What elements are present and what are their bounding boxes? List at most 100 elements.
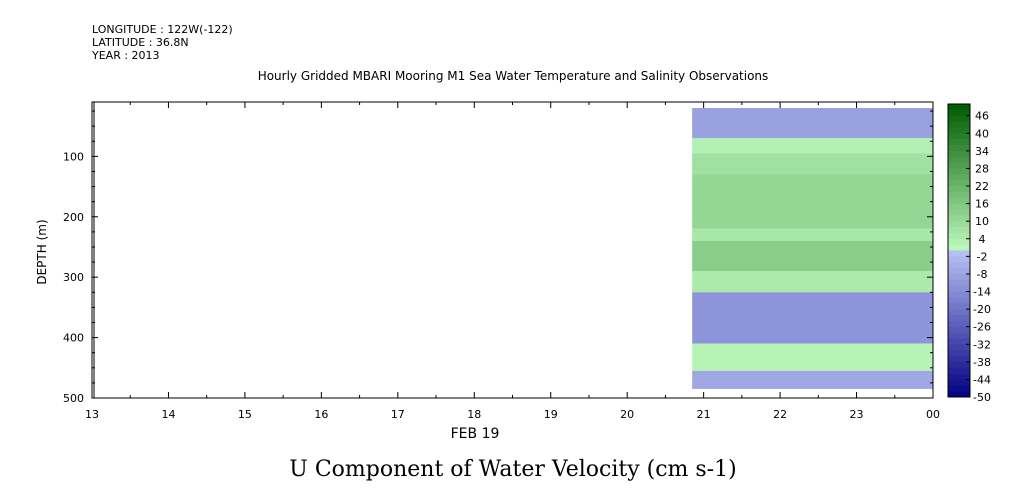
colorbar-swatch — [948, 373, 970, 380]
colorbar-swatch — [948, 156, 970, 163]
colorbar-swatch — [948, 238, 970, 245]
colorbar-label: -26 — [973, 321, 991, 334]
colorbar-swatch — [948, 145, 970, 152]
colorbar-label: -14 — [973, 286, 991, 299]
x-tick-label: 00 — [926, 408, 940, 421]
y-tick-label: 500 — [63, 392, 84, 405]
colorbar-swatch — [948, 221, 970, 228]
colorbar-swatch — [948, 361, 970, 368]
data-band-9 — [692, 370, 933, 389]
colorbar-swatch — [948, 268, 970, 275]
colorbar-swatch — [948, 297, 970, 304]
colorbar-swatch — [948, 215, 970, 222]
colorbar-label: -50 — [973, 391, 991, 404]
y-tick-label: 100 — [63, 150, 84, 163]
y-axis-label: DEPTH (m) — [35, 219, 49, 284]
x-tick-label: 19 — [544, 408, 558, 421]
y-tick-label: 200 — [63, 211, 84, 224]
colorbar-swatch — [948, 355, 970, 363]
colorbar-swatch — [948, 121, 970, 128]
data-band-6 — [692, 271, 933, 293]
x-tick-label: 23 — [850, 408, 864, 421]
x-axis-label: FEB 19 — [451, 426, 500, 442]
x-tick-label: 18 — [467, 408, 481, 421]
y-tick-label: 300 — [63, 271, 84, 284]
x-tick-label: 20 — [620, 408, 634, 421]
colorbar-label: 22 — [975, 180, 989, 193]
colorbar-swatch — [948, 174, 970, 181]
colorbar-swatch — [948, 314, 970, 322]
x-tick-label: 22 — [773, 408, 787, 421]
colorbar-swatch — [948, 332, 970, 339]
longitude-label: LONGITUDE : 122W(-122) — [92, 23, 233, 36]
colorbar-swatch — [948, 379, 970, 386]
colorbar-label: -8 — [977, 268, 988, 281]
x-tick-label: 15 — [238, 408, 252, 421]
chart-title: Hourly Gridded MBARI Mooring M1 Sea Wate… — [258, 69, 769, 83]
colorbar-swatch — [948, 338, 970, 345]
colorbar-swatch — [948, 367, 970, 374]
data-field — [692, 108, 933, 389]
year-label: YEAR : 2013 — [92, 49, 160, 62]
colorbar-swatch — [948, 139, 970, 146]
x-tick-label: 17 — [391, 408, 405, 421]
colorbar-swatch — [948, 262, 970, 269]
colorbar-swatch — [948, 203, 970, 210]
data-band-5 — [692, 240, 933, 272]
colorbar-label: -20 — [973, 303, 991, 316]
colorbar-label: -44 — [973, 373, 991, 386]
x-tick-label: 13 — [85, 408, 99, 421]
colorbar-swatch — [948, 244, 970, 251]
colorbar-swatch — [948, 279, 970, 286]
colorbar-swatch — [948, 326, 970, 333]
x-axis: 13 14 15 16 17 18 19 20 21 22 23 00 — [85, 102, 940, 421]
colorbar-swatch — [948, 309, 970, 316]
y-axis: 100 200 300 400 500 — [63, 110, 933, 405]
colorbar-swatch — [948, 115, 970, 122]
colorbar-swatch — [948, 320, 970, 327]
colorbar-swatch — [948, 109, 970, 117]
data-band-0 — [692, 108, 933, 139]
colorbar-swatch — [948, 104, 970, 111]
colorbar-label: -38 — [973, 356, 991, 369]
colorbar-swatch — [948, 291, 970, 298]
data-band-8 — [692, 343, 933, 371]
colorbar-frame — [947, 103, 971, 398]
colorbar-swatch — [948, 191, 970, 199]
colorbar-swatch — [948, 133, 970, 140]
colorbar-swatch — [948, 250, 970, 257]
colorbar-label: 46 — [975, 110, 989, 123]
colorbar-swatch — [948, 232, 970, 240]
colorbar-swatch — [948, 303, 970, 310]
y-tick-label: 400 — [63, 332, 84, 345]
data-band-3 — [692, 174, 933, 229]
latitude-label: LATITUDE : 36.8N — [92, 36, 189, 49]
colorbar-swatch — [948, 350, 970, 357]
x-tick-label: 14 — [161, 408, 175, 421]
colorbar-swatch — [948, 273, 970, 281]
colorbar-swatch — [948, 127, 970, 134]
x-tick-label: 21 — [697, 408, 711, 421]
colorbar-swatch — [948, 186, 970, 193]
colorbar-label: 28 — [975, 162, 989, 175]
colorbar-swatch — [948, 344, 970, 351]
colorbar-swatch — [948, 385, 970, 392]
colorbar-label: 16 — [975, 198, 989, 211]
colorbar-swatch — [948, 285, 970, 292]
colorbar-swatch — [948, 209, 970, 216]
chart-subtitle: U Component of Water Velocity (cm s-1) — [289, 457, 736, 482]
colorbar-swatch — [948, 150, 970, 158]
data-band-7 — [692, 292, 933, 344]
colorbar-swatch — [948, 391, 970, 398]
colorbar-swatch — [948, 162, 970, 169]
colorbar-label: -2 — [977, 250, 988, 263]
colorbar: 46 40 34 28 22 16 10 4 -2 -8 -14 -20 -26 -32 -38 -44 -50 — [947, 103, 991, 404]
colorbar-label: 34 — [975, 145, 989, 158]
colorbar-swatch — [948, 168, 970, 175]
data-band-4 — [692, 228, 933, 241]
colorbar-swatch — [948, 197, 970, 204]
colorbar-label: -32 — [973, 338, 991, 351]
colorbar-swatch — [948, 256, 970, 263]
data-band-1 — [692, 138, 933, 154]
